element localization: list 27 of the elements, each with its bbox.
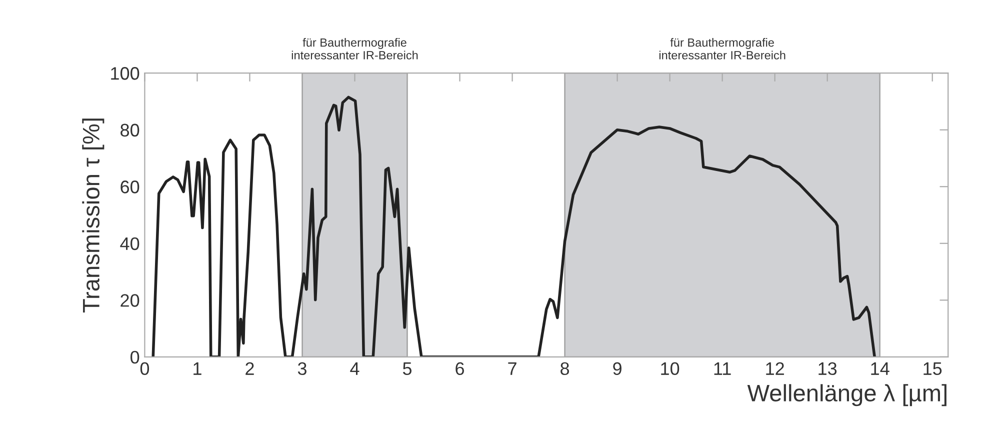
x-tick-label: 12 (766, 362, 784, 375)
x-tick-label: 2 (246, 362, 254, 375)
x-tick-label: 13 (818, 362, 837, 376)
band-label: für Bauthermografie interessanter IR-Bereich (292, 38, 418, 60)
x-tick-label: 0 (140, 362, 150, 376)
x-tick-label: 5 (402, 362, 412, 376)
line-series (152, 96, 876, 357)
x-tick-label: 8 (560, 362, 570, 376)
x-tick-label: 4 (350, 362, 360, 375)
x-tick-label: 6 (456, 362, 464, 376)
x-axis-title: Wellenlänge λ [µm] (747, 384, 946, 406)
x-tick-label: 3 (298, 362, 306, 376)
y-tick-label: 80 (120, 124, 140, 137)
y-tick-label: 100 (111, 67, 140, 80)
y-tick-label: 40 (120, 237, 140, 250)
x-tick-label: 10 (661, 362, 680, 376)
x-tick-label: 11 (714, 362, 731, 375)
x-tick-label: 15 (924, 362, 942, 376)
x-tick-label: 1 (194, 362, 202, 375)
y-tick-label: 60 (120, 180, 140, 194)
y-axis-title: Transmission τ [%] (82, 118, 104, 312)
x-tick-label: 14 (871, 362, 890, 375)
x-tick-label: 7 (508, 362, 516, 375)
y-tick-label: 0 (130, 350, 140, 364)
x-tick-label: 9 (613, 362, 622, 376)
y-tick-label: 20 (120, 294, 140, 307)
band-label: für Bauthermografie interessanter IR-Bereich (659, 38, 786, 60)
